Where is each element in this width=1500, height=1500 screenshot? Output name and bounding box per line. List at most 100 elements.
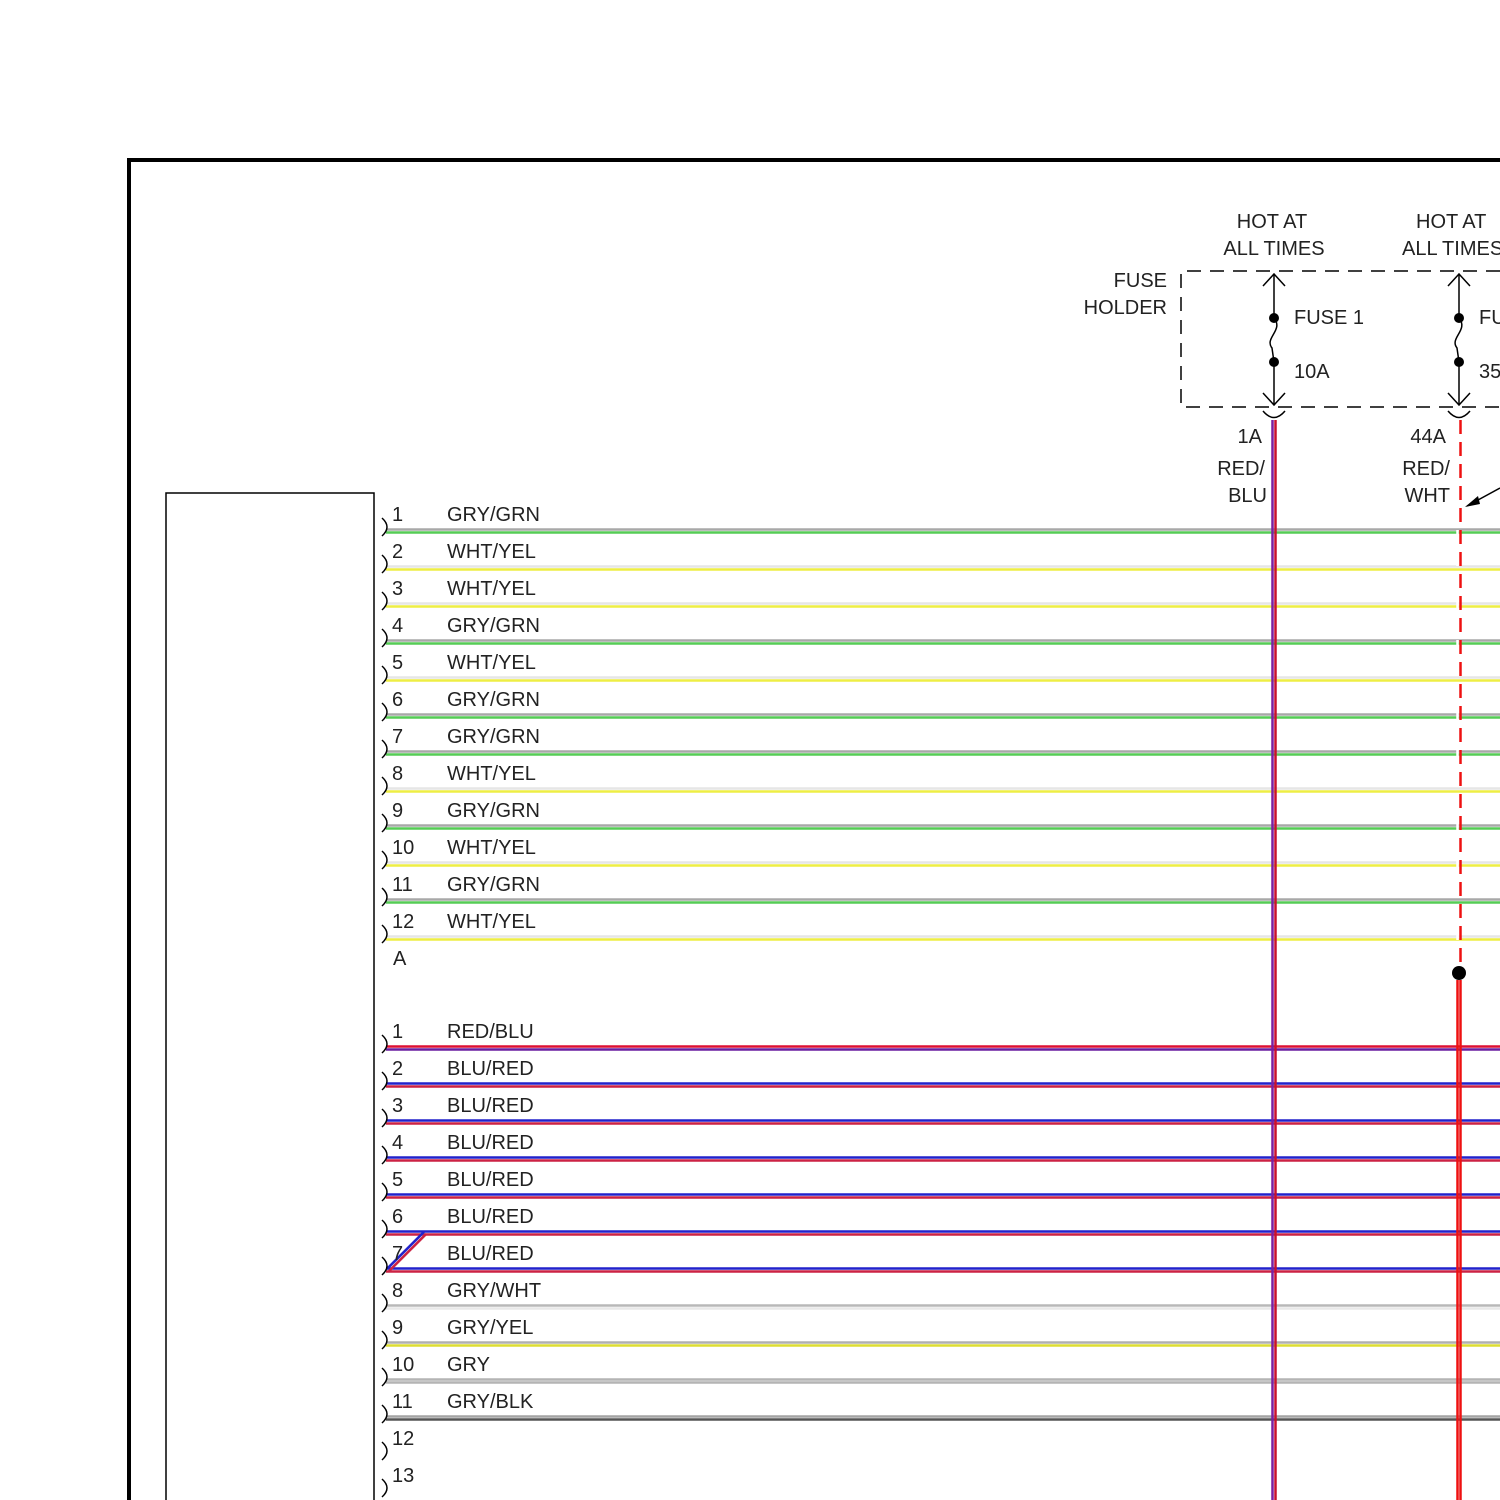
pin-terminal-icon — [381, 1330, 388, 1350]
pin-row: 9 GRY/GRN — [381, 800, 540, 833]
wire-layer — [386, 420, 1500, 1500]
pin-number: 13 — [392, 1465, 414, 1487]
pin-terminal-icon — [381, 776, 388, 796]
pin-terminal-icon — [381, 850, 388, 870]
wire-color-label: GRY/WHT — [447, 1280, 541, 1302]
diagram-frame — [127, 158, 1500, 1500]
pin-number: 2 — [392, 1058, 403, 1080]
pin-number: 12 — [392, 911, 414, 933]
wire-b-10 — [386, 1378, 1500, 1384]
pin-terminal-icon — [381, 1108, 388, 1128]
pin-number: 8 — [392, 1280, 403, 1302]
pin-terminal-icon — [381, 1145, 388, 1165]
wire-b-9 — [386, 1341, 1500, 1347]
wire-a-8 — [386, 787, 1500, 793]
wire-color-label: BLU/RED — [447, 1058, 534, 1080]
wire-color-label: GRY/BLK — [447, 1391, 534, 1413]
fuse-wire-label: RED/ — [1217, 458, 1265, 480]
wire-color-label: RED/BLU — [447, 1021, 534, 1043]
pin-number: 12 — [392, 1428, 414, 1450]
connector-terminal-icon — [1447, 410, 1471, 419]
pin-row: 8 GRY/WHT — [381, 1280, 541, 1313]
fuse-name: FUSE 1 — [1294, 307, 1364, 329]
wire-color-label: WHT/YEL — [447, 652, 536, 674]
fuse-circuit-label: 1A — [1238, 426, 1263, 448]
fuse-2: HOT AT ALL TIMES FU 35 44A RED/ WHT — [1402, 211, 1500, 980]
wire-color-label: BLU/RED — [447, 1243, 534, 1265]
pin-terminal-icon — [381, 1293, 388, 1313]
wire-color-label: GRY — [447, 1354, 490, 1376]
connector-b-pins: 1 RED/BLU 2 BLU/RED 3 BLU/RED 4 BLU/RED 5 BLU/RED… — [381, 1021, 541, 1498]
pin-terminal-icon — [381, 1367, 388, 1387]
fuse-element-icon — [1454, 317, 1463, 363]
splice-dot — [1452, 966, 1466, 980]
pin-number: 7 — [392, 1243, 403, 1265]
pin-row: 7 BLU/RED — [381, 1243, 534, 1276]
pin-terminal-icon — [381, 924, 388, 944]
pin-row: 13 — [381, 1465, 414, 1498]
arrow-down-icon — [1262, 392, 1286, 407]
wire-a-9 — [386, 824, 1500, 830]
wire-b-5 — [386, 1193, 1500, 1199]
pin-number: 5 — [392, 1169, 403, 1191]
pin-number: 11 — [392, 1391, 413, 1413]
fuse-hot-label: HOT AT — [1237, 211, 1307, 233]
arrow-down-icon — [1262, 272, 1286, 287]
wire-b-3 — [386, 1119, 1500, 1125]
component-box — [165, 492, 375, 1500]
pin-terminal-icon — [381, 628, 388, 648]
pin-number: 9 — [392, 800, 403, 822]
wire-a-3 — [386, 602, 1500, 608]
wire-a-4 — [386, 639, 1500, 645]
pin-row: 4 BLU/RED — [381, 1132, 534, 1165]
pin-row: 6 GRY/GRN — [381, 689, 540, 722]
wire-b-8 — [386, 1304, 1500, 1310]
pin-row: 1 RED/BLU — [381, 1021, 534, 1054]
fuse-rating: 35 — [1479, 361, 1500, 383]
pin-number: 8 — [392, 763, 403, 785]
pin-row: 6 BLU/RED — [381, 1206, 534, 1239]
pin-terminal-icon — [381, 554, 388, 574]
fuse-wire-label: BLU — [1228, 485, 1267, 507]
fuse-2-feed-wire — [1456, 420, 1462, 966]
pin-row: 11 GRY/GRN — [381, 874, 540, 907]
wire-color-label: GRY/GRN — [447, 615, 540, 637]
pin-terminal-icon — [381, 1256, 388, 1276]
pin-terminal-icon — [381, 813, 388, 833]
wire-b-2 — [386, 1082, 1500, 1088]
pin-number: 3 — [392, 1095, 403, 1117]
wire-a-7 — [386, 750, 1500, 756]
wire-color-label: WHT/YEL — [447, 911, 536, 933]
pin-terminal-icon — [381, 1071, 388, 1091]
fuse-wire-label: WHT — [1404, 485, 1450, 507]
pin-terminal-icon — [381, 517, 388, 537]
fuse-circuit-label: 44A — [1410, 426, 1446, 448]
pin-terminal-icon — [381, 1182, 388, 1202]
fuse-1-feed-wire — [1271, 420, 1277, 1500]
fuse-wire-label: RED/ — [1402, 458, 1450, 480]
fuse-1: HOT AT ALL TIMES FUSE 1 10A 1A RED/ BLU — [1217, 211, 1364, 507]
pin-terminal-icon — [381, 1404, 388, 1424]
wire-a-5 — [386, 676, 1500, 682]
pin-row: 9 GRY/YEL — [381, 1317, 533, 1350]
wire-color-label: BLU/RED — [447, 1206, 534, 1228]
wire-b-6 — [386, 1230, 1500, 1236]
wire-color-label: WHT/YEL — [447, 763, 536, 785]
pointer-arrow-icon — [1465, 496, 1480, 507]
fuse-holder-box — [1180, 270, 1500, 408]
pin-number: 7 — [392, 726, 403, 748]
pin-row: 12 WHT/YEL — [381, 911, 536, 944]
wire-color-label: WHT/YEL — [447, 837, 536, 859]
fuse-holder-label: HOLDER — [1084, 297, 1167, 319]
pin-terminal-icon — [381, 1441, 388, 1461]
wire-b-jumper — [386, 1231, 427, 1272]
pin-number: 5 — [392, 652, 403, 674]
pin-row: 12 — [381, 1428, 414, 1461]
pin-number: 6 — [392, 1206, 403, 1228]
wire-color-label: WHT/YEL — [447, 541, 536, 563]
wire-a-6 — [386, 713, 1500, 719]
pin-terminal-icon — [381, 1034, 388, 1054]
arrow-down-icon — [1447, 392, 1471, 407]
pin-number: 9 — [392, 1317, 403, 1339]
